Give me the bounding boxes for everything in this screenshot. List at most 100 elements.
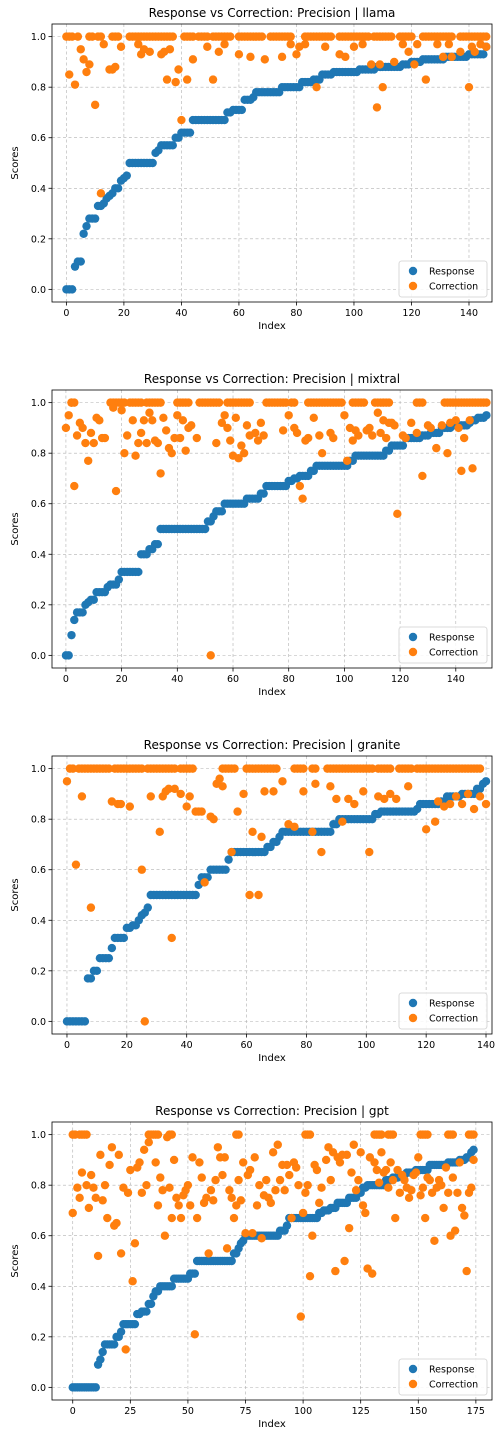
x-tick-label: 175 — [467, 1406, 485, 1417]
y-tick-label: 0.4 — [31, 916, 46, 927]
correction-point — [412, 428, 422, 438]
correction-point — [341, 52, 350, 62]
correction-point — [392, 794, 401, 804]
response-point — [109, 1340, 119, 1349]
correction-point — [290, 398, 299, 407]
plot-frame — [51, 389, 493, 669]
correction-point — [96, 32, 106, 41]
x-tick-label: 25 — [124, 1406, 136, 1417]
correction-point — [260, 55, 270, 64]
correction-point — [245, 398, 254, 407]
correction-point — [358, 40, 367, 49]
correction-point — [395, 1188, 405, 1197]
legend-label: Correction — [429, 1380, 478, 1391]
correction-point — [271, 1186, 280, 1195]
correction-point — [406, 764, 416, 773]
correction-point — [116, 799, 126, 809]
correction-point — [103, 1213, 112, 1223]
correction-point — [78, 423, 87, 433]
legend-label: Response — [429, 999, 475, 1010]
correction-point — [359, 787, 368, 796]
correction-point — [348, 436, 357, 445]
correction-point — [202, 1193, 211, 1203]
response-point — [89, 595, 98, 604]
correction-point — [368, 1269, 377, 1278]
correction-point — [295, 481, 305, 491]
correction-point — [386, 789, 395, 799]
response-point — [146, 1299, 156, 1309]
correction-point — [294, 1180, 303, 1190]
correction-point — [245, 890, 254, 900]
correction-point — [212, 438, 221, 448]
correction-point — [309, 413, 318, 422]
correction-point — [169, 1155, 179, 1165]
correction-point — [116, 1249, 126, 1258]
response-point — [116, 1327, 126, 1336]
correction-point — [137, 764, 146, 773]
correction-point — [162, 1132, 172, 1142]
chart-svg: Response vs Correction: Precision | gpt 0… — [10, 1104, 493, 1430]
response-point — [78, 608, 87, 617]
correction-point — [96, 1150, 105, 1160]
correction-point — [347, 1168, 356, 1177]
legend-box — [398, 992, 488, 1030]
correction-point — [245, 1165, 255, 1175]
correction-point — [89, 1183, 98, 1192]
correction-point — [165, 45, 175, 54]
chart-panel-gpt: Response vs Correction: Precision | gpt 0… — [0, 1098, 500, 1456]
correction-point — [286, 40, 295, 49]
correction-point — [375, 60, 385, 69]
y-tick-label: 0.4 — [31, 184, 46, 195]
correction-point — [344, 794, 353, 804]
y-tick-label: 0.2 — [31, 1332, 46, 1343]
y-tick-label: 0.8 — [31, 815, 46, 826]
correction-point — [82, 67, 91, 77]
x-tick-label: 140 — [447, 674, 465, 685]
correction-point — [407, 418, 416, 428]
chart-svg: Response vs Correction: Precision | llam… — [10, 6, 493, 332]
correction-point — [445, 799, 455, 809]
chart-svg: Response vs Correction: Precision | mixt… — [10, 372, 493, 698]
response-point — [96, 1355, 105, 1364]
correction-point — [470, 47, 479, 56]
correction-point — [262, 1175, 271, 1185]
correction-point — [135, 1158, 144, 1167]
correction-point — [296, 1312, 305, 1321]
correction-point — [73, 1183, 82, 1192]
correction-point — [250, 1153, 259, 1162]
correction-point — [203, 32, 212, 41]
legend-marker — [408, 266, 418, 276]
legend-label: Correction — [429, 282, 478, 293]
correction-point — [209, 814, 218, 824]
response-point — [143, 903, 152, 912]
correction-point — [299, 787, 308, 796]
x-axis-label: Index — [258, 321, 286, 332]
legend-marker — [408, 632, 418, 642]
correction-point — [213, 1143, 223, 1152]
correction-point — [257, 1234, 266, 1243]
response-point — [168, 141, 177, 150]
correction-point — [266, 1198, 276, 1208]
correction-point — [134, 438, 143, 448]
correction-point — [89, 438, 98, 448]
correction-point — [230, 764, 239, 773]
correction-point — [225, 1186, 234, 1195]
correction-point — [381, 433, 391, 443]
x-tick-label: 100 — [357, 1040, 375, 1051]
correction-point — [128, 1277, 137, 1286]
correction-point — [418, 1183, 428, 1192]
x-tick-label: 80 — [290, 308, 302, 319]
correction-point — [367, 60, 376, 69]
correction-point — [77, 1168, 87, 1177]
response-point — [98, 1347, 107, 1357]
response-point — [259, 489, 268, 498]
correction-point — [62, 777, 72, 786]
x-tick-label: 0 — [64, 1040, 70, 1051]
correction-point — [181, 446, 190, 455]
correction-point — [136, 428, 146, 438]
correction-point — [174, 1201, 183, 1210]
correction-point — [183, 1180, 193, 1190]
correction-point — [269, 787, 278, 796]
correction-point — [153, 1130, 163, 1139]
